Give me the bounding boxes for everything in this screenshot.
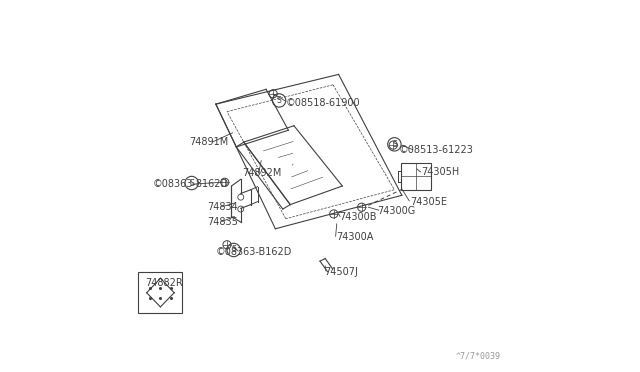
Text: ©08363-B162D: ©08363-B162D (216, 247, 292, 257)
Text: 74892M: 74892M (242, 168, 281, 178)
Text: 74300A: 74300A (336, 232, 373, 242)
Text: 74835: 74835 (207, 217, 238, 227)
Text: ©08513-61223: ©08513-61223 (399, 145, 474, 155)
Text: ©08363-8162D: ©08363-8162D (152, 179, 228, 189)
Text: S: S (231, 246, 236, 254)
Text: 74305E: 74305E (410, 197, 447, 206)
Text: ^7/7*0039: ^7/7*0039 (456, 352, 500, 361)
Text: 74305H: 74305H (421, 167, 460, 177)
Bar (401, 163, 431, 190)
Text: 74300G: 74300G (378, 206, 416, 216)
Text: 74834: 74834 (207, 202, 237, 212)
Text: S: S (276, 96, 282, 105)
Text: 74507J: 74507J (324, 267, 358, 277)
Text: 74882R: 74882R (145, 279, 183, 288)
Text: 74300B: 74300B (339, 212, 377, 222)
Text: S: S (392, 140, 397, 149)
Text: S: S (189, 179, 194, 187)
Bar (138, 272, 182, 313)
Text: ©08518-61900: ©08518-61900 (286, 99, 360, 108)
Text: 74891M: 74891M (189, 137, 228, 147)
